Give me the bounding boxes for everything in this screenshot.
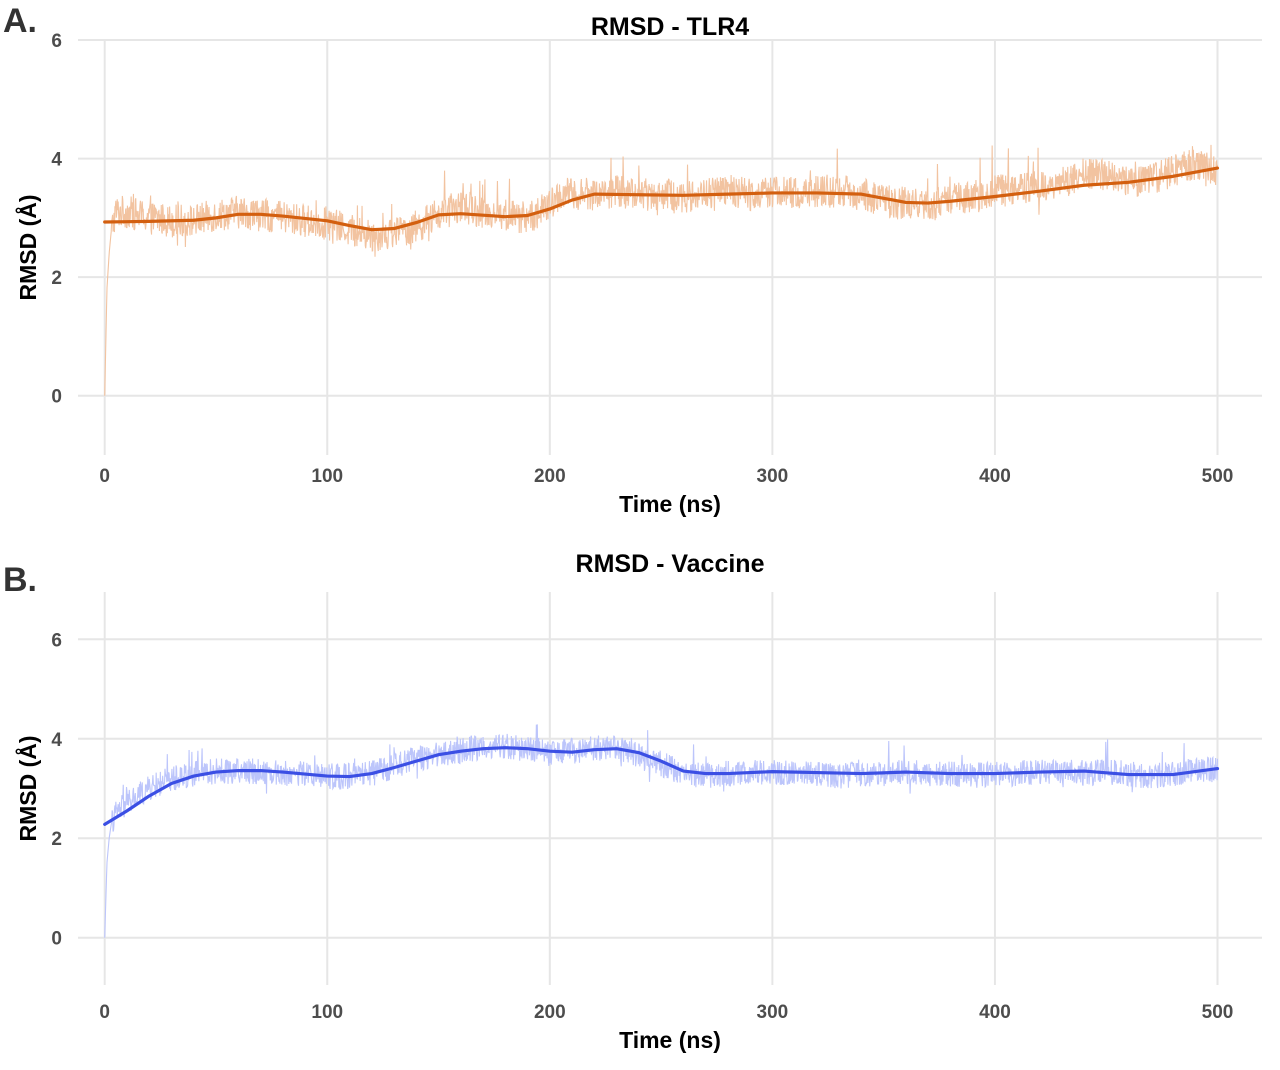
x-tick-label: 300 xyxy=(757,466,789,487)
x-tick-label: 400 xyxy=(979,1002,1011,1023)
x-tick-label: 500 xyxy=(1202,1002,1234,1023)
x-tick-label: 100 xyxy=(311,466,343,487)
y-tick-label: 6 xyxy=(51,31,62,52)
raw-rmsd-series xyxy=(104,724,1219,938)
x-tick-label: 200 xyxy=(534,1002,566,1023)
gridlines xyxy=(78,592,1262,985)
x-tick-label: 400 xyxy=(979,466,1011,487)
y-axis-label: RMSD (Å) xyxy=(14,735,41,841)
y-tick-label: 2 xyxy=(51,829,62,850)
smoothed-rmsd-series xyxy=(103,746,1220,826)
y-tick-label: 0 xyxy=(51,387,62,408)
x-tick-label: 0 xyxy=(99,1002,110,1023)
x-tick-label: 300 xyxy=(757,1002,789,1023)
y-tick-label: 4 xyxy=(51,150,62,171)
x-axis-label: Time (ns) xyxy=(619,1027,721,1053)
y-tick-label: 4 xyxy=(51,730,62,751)
panel-a-letter: A. xyxy=(3,2,37,40)
x-axis-label: Time (ns) xyxy=(619,491,721,517)
smoothed-rmsd-series xyxy=(103,166,1220,232)
chart-rmsd-vaccine: 0 100 200 300 400 500 0 2 4 6 RMSD - Vaccine Time (… xyxy=(14,550,1262,1053)
panel-a: A. 0 100 200 300 400 500 0 2 4 6 RMSD - TLR4 Time (… xyxy=(3,2,1262,517)
gridlines xyxy=(78,39,1262,455)
x-tick-label: 0 xyxy=(99,466,110,487)
x-tick-label: 200 xyxy=(534,466,566,487)
x-tick-label: 500 xyxy=(1202,466,1234,487)
y-tick-label: 0 xyxy=(51,929,62,950)
chart-title: RMSD - TLR4 xyxy=(591,13,749,41)
panel-b: B. 0 100 200 300 400 500 0 2 4 6 RMSD - Vaccine Tim… xyxy=(0,535,1280,1070)
panel-b-letter: B. xyxy=(3,561,37,599)
y-axis-label: RMSD (Å) xyxy=(14,194,41,300)
chart-title: RMSD - Vaccine xyxy=(576,550,765,578)
y-tick-label: 6 xyxy=(51,630,62,651)
chart-rmsd-tlr4: 0 100 200 300 400 500 0 2 4 6 RMSD - TLR4 Time (ns)… xyxy=(14,13,1262,517)
x-tick-label: 100 xyxy=(311,1002,343,1023)
raw-rmsd-series xyxy=(104,144,1219,396)
y-tick-label: 2 xyxy=(51,268,62,289)
